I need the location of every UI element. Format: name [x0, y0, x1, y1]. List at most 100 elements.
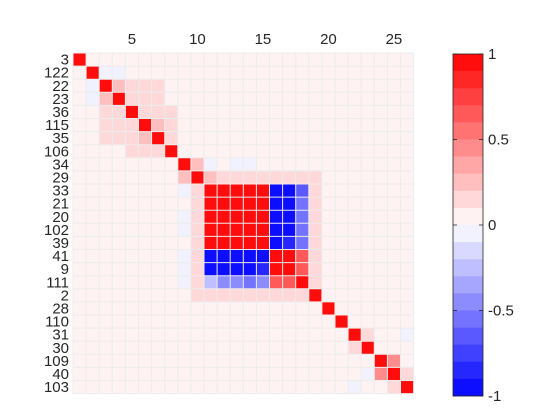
heatmap-cell [73, 144, 87, 158]
y-tick-label: 106 [44, 143, 69, 160]
heatmap-cell [243, 53, 257, 67]
heatmap-cell [125, 157, 139, 171]
heatmap-cell [348, 170, 362, 184]
heatmap-cell [73, 197, 87, 211]
heatmap-cell [256, 53, 270, 67]
heatmap-cell [204, 118, 218, 132]
heatmap-cell [99, 275, 113, 289]
heatmap-cell [269, 341, 283, 355]
heatmap-cell [308, 380, 322, 394]
heatmap-cell [321, 105, 335, 119]
heatmap-cell [348, 341, 362, 355]
heatmap-cell [73, 66, 87, 80]
heatmap-cell [99, 367, 113, 381]
heatmap-cell [125, 184, 139, 198]
y-tick-label: 20 [52, 209, 69, 226]
colorbar-segment [453, 156, 483, 174]
heatmap-cell [308, 105, 322, 119]
heatmap-cell [361, 315, 375, 329]
heatmap-cell [361, 197, 375, 211]
heatmap-cell [295, 288, 309, 302]
heatmap-cell [335, 275, 349, 289]
heatmap-cell [73, 157, 87, 171]
heatmap-cell [400, 157, 414, 171]
heatmap-cell [361, 66, 375, 80]
heatmap-cell [230, 315, 244, 329]
heatmap-cell [335, 367, 349, 381]
heatmap-cell [387, 157, 401, 171]
heatmap-cell [112, 236, 126, 250]
heatmap-cell [361, 249, 375, 263]
heatmap-cell [217, 367, 231, 381]
heatmap-cell [374, 105, 388, 119]
heatmap-cell [86, 79, 100, 93]
heatmap-cell [256, 131, 270, 145]
heatmap-cell [269, 170, 283, 184]
heatmap-cell [387, 92, 401, 106]
heatmap-cell [217, 301, 231, 315]
heatmap-cell [335, 66, 349, 80]
heatmap-cell [86, 236, 100, 250]
heatmap-cell [269, 157, 283, 171]
heatmap-cell [282, 223, 296, 237]
heatmap-cell [387, 367, 401, 381]
y-tick-label: 28 [52, 300, 69, 317]
heatmap-cell [112, 315, 126, 329]
heatmap-cell [204, 262, 218, 276]
heatmap-cell [400, 328, 414, 342]
heatmap-cell [308, 315, 322, 329]
heatmap-cell [295, 144, 309, 158]
heatmap-cell [243, 66, 257, 80]
heatmap-cell [99, 210, 113, 224]
heatmap-cell [177, 249, 191, 263]
heatmap-cell [374, 301, 388, 315]
heatmap-cell [348, 197, 362, 211]
heatmap-cell [321, 197, 335, 211]
y-tick-labels: 3122222336115351063429332120102394191112… [44, 52, 69, 396]
heatmap-cell [321, 184, 335, 198]
heatmap-cell [348, 92, 362, 106]
heatmap-cell [295, 354, 309, 368]
colorbar-segment [453, 225, 483, 243]
colorbar-segment [453, 310, 483, 328]
heatmap-cell [308, 236, 322, 250]
heatmap-cell [177, 92, 191, 106]
y-tick-label: 115 [45, 117, 69, 134]
heatmap-cell [125, 144, 139, 158]
heatmap-cell [164, 367, 178, 381]
heatmap-cell [348, 315, 362, 329]
heatmap-cell [73, 301, 87, 315]
heatmap-cell [73, 262, 87, 276]
heatmap-cell [361, 170, 375, 184]
heatmap-cell [217, 157, 231, 171]
heatmap-cell [138, 341, 152, 355]
heatmap-cell [177, 341, 191, 355]
heatmap-cell [190, 275, 204, 289]
heatmap-cell [348, 236, 362, 250]
heatmap-cell [230, 262, 244, 276]
heatmap-cell [164, 157, 178, 171]
heatmap-cell [73, 275, 87, 289]
heatmap-cell [374, 223, 388, 237]
heatmap-cell [348, 144, 362, 158]
heatmap-cell [269, 236, 283, 250]
heatmap-cell [361, 118, 375, 132]
heatmap-cell [308, 131, 322, 145]
heatmap-cell [204, 301, 218, 315]
y-tick-label: 23 [52, 91, 69, 108]
heatmap-cell [138, 328, 152, 342]
heatmap-cell [230, 131, 244, 145]
heatmap-cell [243, 144, 257, 158]
heatmap-cell [151, 341, 165, 355]
colorbar-segment [453, 71, 483, 89]
colorbar [452, 53, 484, 397]
heatmap-cell [217, 249, 231, 263]
heatmap-cell [177, 118, 191, 132]
heatmap-cell [256, 262, 270, 276]
heatmap-cell [256, 328, 270, 342]
colorbar-segment [453, 242, 483, 260]
heatmap-cell [256, 249, 270, 263]
colorbar-segment [453, 88, 483, 106]
heatmap-cell [361, 262, 375, 276]
heatmap-cell [361, 354, 375, 368]
